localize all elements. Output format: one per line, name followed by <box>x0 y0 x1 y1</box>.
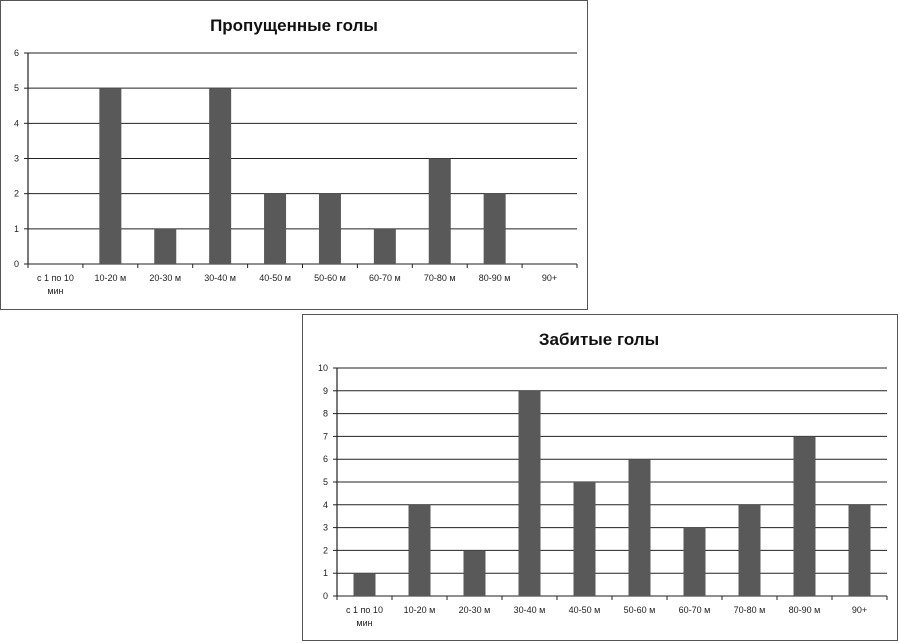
x-category-label: 80-90 м <box>479 273 511 283</box>
conceded-goals-chart: Пропущенные голы 0 1 2 3 4 5 6 с 1 по 10 мин 10-2… <box>0 0 588 310</box>
y-tick-label: 7 <box>323 431 328 441</box>
x-category-label: 20-30 м <box>459 605 491 615</box>
x-category-label: 20-30 м <box>149 273 181 283</box>
x-category-label: 60-70 м <box>369 273 401 283</box>
x-category-label: 90+ <box>852 605 867 615</box>
bar-7 <box>683 527 706 596</box>
scored-goals-svg: Забитые голы 0 1 2 3 4 5 6 7 8 9 10 с 1 по 10 мин 10-… <box>318 330 888 628</box>
x-category-label: с 1 по 10 мин <box>346 605 383 628</box>
y-tick-label: 10 <box>318 363 328 373</box>
y-tick-label: 8 <box>323 409 328 419</box>
y-tick-label: 5 <box>14 83 19 93</box>
x-category-label: 90+ <box>542 273 557 283</box>
x-category-label: 30-40 м <box>204 273 236 283</box>
bar-4 <box>209 88 232 265</box>
x-category-label: 80-90 м <box>789 605 821 615</box>
y-tick-label: 6 <box>323 454 328 464</box>
bar-4 <box>518 390 541 596</box>
chart-title: Пропущенные голы <box>210 16 378 35</box>
y-tick-label: 5 <box>323 477 328 487</box>
x-category-label: 10-20 м <box>404 605 436 615</box>
bar-3 <box>463 550 486 596</box>
y-tick-label: 1 <box>323 568 328 578</box>
x-category-label: 50-60 м <box>314 273 346 283</box>
y-tick-label: 3 <box>14 154 19 164</box>
x-category-label: 70-80 м <box>734 605 766 615</box>
bar-5 <box>264 193 287 264</box>
bar-10 <box>848 504 871 596</box>
bar-6 <box>318 193 341 264</box>
scored-goals-chart: Забитые голы 0 1 2 3 4 5 6 7 8 9 10 с 1 по 10 мин 10-… <box>302 314 898 641</box>
x-category-label: 30-40 м <box>514 605 546 615</box>
y-tick-label: 4 <box>323 500 328 510</box>
y-tick-label: 0 <box>323 591 328 601</box>
x-category-label: 50-60 м <box>624 605 656 615</box>
bar-5 <box>573 482 596 596</box>
x-category-label: 60-70 м <box>679 605 711 615</box>
y-tick-label: 6 <box>14 48 19 58</box>
y-tick-label: 3 <box>323 523 328 533</box>
y-tick-label: 4 <box>14 118 19 128</box>
x-category-label: 40-50 м <box>259 273 291 283</box>
bar-9 <box>793 436 816 596</box>
bar-6 <box>628 459 651 596</box>
bar-1 <box>353 573 376 596</box>
y-tick-label: 9 <box>323 386 328 396</box>
bar-2 <box>408 504 431 596</box>
chart-title: Забитые голы <box>539 330 659 349</box>
y-tick-label: 2 <box>323 545 328 555</box>
conceded-goals-svg: Пропущенные голы 0 1 2 3 4 5 6 с 1 по 10 мин 10-2… <box>14 16 578 296</box>
bar-8 <box>428 158 451 264</box>
y-tick-label: 2 <box>14 189 19 199</box>
bar-2 <box>99 88 122 265</box>
x-category-label: 70-80 м <box>424 273 456 283</box>
bar-8 <box>738 504 761 596</box>
bar-9 <box>483 193 506 264</box>
y-tick-label: 1 <box>14 224 19 234</box>
x-category-label: с 1 по 10 мин <box>37 273 74 296</box>
bar-3 <box>154 228 177 264</box>
x-category-label: 40-50 м <box>569 605 601 615</box>
x-category-label: 10-20 м <box>94 273 126 283</box>
y-tick-label: 0 <box>14 259 19 269</box>
bar-7 <box>373 228 396 264</box>
